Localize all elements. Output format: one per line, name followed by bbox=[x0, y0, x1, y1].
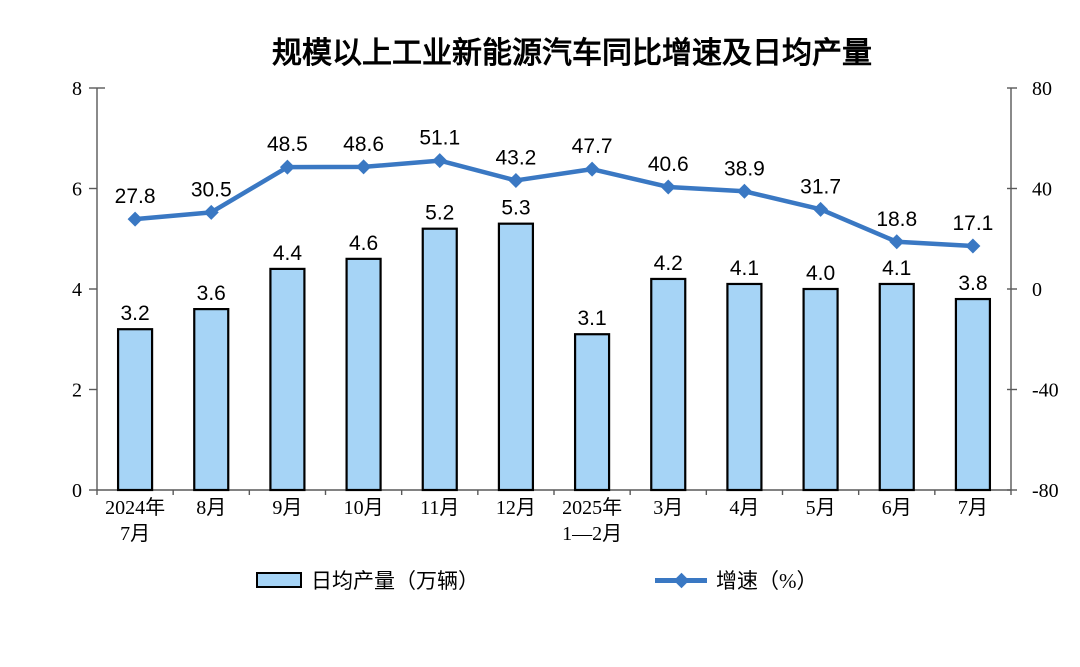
legend-label-daily-output: 日均产量（万辆） bbox=[311, 569, 479, 593]
x-axis-category-label: 7月 bbox=[958, 497, 988, 519]
line-diamond-marker bbox=[203, 204, 219, 220]
x-axis-category-label: 6月 bbox=[882, 497, 912, 519]
left-axis-tick-label: 6 bbox=[72, 179, 82, 201]
bar-value-label: 4.0 bbox=[806, 262, 835, 285]
left-axis-tick-label: 0 bbox=[72, 480, 82, 502]
line-diamond-marker bbox=[813, 201, 829, 217]
bar bbox=[954, 297, 992, 492]
line-value-label: 40.6 bbox=[648, 153, 689, 176]
legend-label-growth-rate: 增速（%） bbox=[716, 569, 818, 593]
right-axis-tick-label: -80 bbox=[1032, 480, 1059, 502]
line-diamond-marker bbox=[127, 211, 143, 227]
right-axis-tick-label: 40 bbox=[1032, 179, 1052, 201]
bar-value-label: 4.1 bbox=[730, 257, 759, 280]
line-value-label: 30.5 bbox=[191, 178, 232, 201]
x-axis-category-label: 2025年 bbox=[562, 496, 622, 519]
chart-title: 规模以上工业新能源汽车同比增速及日均产量 bbox=[272, 37, 872, 70]
line-diamond-marker bbox=[660, 179, 676, 195]
x-axis-category-label: 2024年 bbox=[105, 496, 165, 519]
bar-value-label: 4.2 bbox=[654, 252, 683, 275]
bar bbox=[269, 267, 306, 492]
line-series-swatch bbox=[655, 572, 707, 588]
bar bbox=[573, 333, 611, 492]
bar-value-label: 5.2 bbox=[425, 202, 454, 225]
bar-value-label: 3.2 bbox=[120, 302, 149, 325]
line-value-label: 38.9 bbox=[724, 157, 765, 180]
left-axis-tick-label: 4 bbox=[72, 279, 82, 301]
line-value-label: 48.5 bbox=[267, 133, 308, 156]
bar bbox=[497, 222, 535, 492]
bar-value-label: 4.6 bbox=[349, 232, 378, 255]
line-diamond-marker bbox=[279, 159, 295, 175]
bar-series-swatch bbox=[256, 572, 302, 588]
bar bbox=[421, 227, 458, 492]
bar-value-label: 3.6 bbox=[197, 282, 226, 305]
line-value-label: 27.8 bbox=[115, 185, 156, 208]
line-diamond-marker bbox=[508, 172, 524, 188]
bar-value-label: 5.3 bbox=[501, 197, 530, 220]
x-axis-category-label: 8月 bbox=[196, 497, 226, 519]
line-diamond-marker bbox=[432, 153, 448, 169]
line-value-label: 48.6 bbox=[343, 133, 384, 156]
x-axis-category-label: 1—2月 bbox=[562, 523, 622, 545]
right-axis-tick-label: -40 bbox=[1032, 380, 1059, 402]
line-value-label: 47.7 bbox=[572, 135, 613, 158]
bar bbox=[193, 308, 230, 492]
bar-value-label: 3.8 bbox=[958, 272, 987, 295]
x-axis-category-label: 4月 bbox=[729, 497, 759, 519]
right-axis-tick-label: 0 bbox=[1032, 279, 1042, 301]
bar bbox=[345, 257, 382, 492]
x-axis-category-label: 12月 bbox=[496, 497, 536, 519]
line-value-label: 18.8 bbox=[876, 208, 917, 231]
line-value-label: 31.7 bbox=[800, 175, 841, 198]
bar-value-label: 4.1 bbox=[882, 257, 911, 280]
x-axis-category-label: 3月 bbox=[653, 497, 683, 519]
x-axis-category-label: 9月 bbox=[272, 497, 302, 519]
line-value-label: 43.2 bbox=[495, 146, 536, 169]
left-axis-tick-label: 8 bbox=[72, 78, 82, 100]
x-axis-category-label: 5月 bbox=[806, 497, 836, 519]
growth-line bbox=[134, 158, 974, 249]
bar-value-label: 3.1 bbox=[577, 307, 606, 330]
bar bbox=[726, 282, 763, 492]
legend-item-daily-output: 日均产量（万辆） bbox=[256, 565, 479, 595]
legend-item-growth-rate: 增速（%） bbox=[655, 565, 818, 595]
x-axis-category-label: 10月 bbox=[344, 497, 384, 519]
bar bbox=[650, 277, 687, 492]
left-axis-tick-label: 2 bbox=[72, 380, 82, 402]
bar bbox=[802, 287, 839, 492]
legend-diamond-marker bbox=[673, 572, 689, 588]
line-diamond-marker bbox=[356, 159, 372, 175]
x-axis-category-label: 7月 bbox=[120, 523, 150, 545]
line-diamond-marker bbox=[889, 234, 905, 250]
line-diamond-marker bbox=[584, 161, 600, 177]
bar bbox=[116, 328, 154, 492]
bar bbox=[878, 282, 915, 492]
line-diamond-marker bbox=[965, 238, 981, 254]
x-axis-category-label: 11月 bbox=[420, 497, 459, 519]
line-diamond-marker bbox=[736, 183, 752, 199]
bar-value-label: 4.4 bbox=[273, 242, 303, 265]
line-value-label: 51.1 bbox=[419, 127, 460, 150]
line-value-label: 17.1 bbox=[952, 212, 993, 235]
right-axis-tick-label: 80 bbox=[1032, 78, 1052, 100]
